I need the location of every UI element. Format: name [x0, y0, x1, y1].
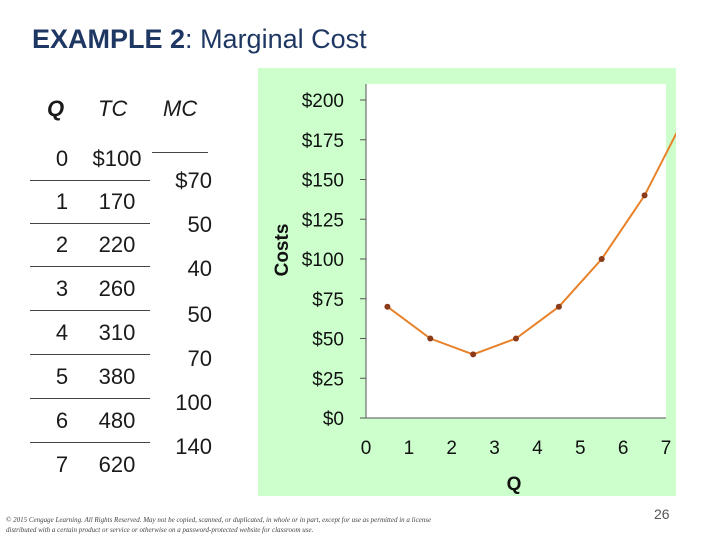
tc-value: 620	[98, 452, 136, 477]
x-tick-label: 7	[661, 438, 672, 459]
mc-point	[470, 351, 477, 358]
tc-value: 220	[98, 232, 136, 257]
row-divider	[30, 310, 150, 311]
tc-value: 380	[98, 364, 136, 389]
y-axis-label: Costs	[272, 224, 293, 277]
title-topic: Marginal Cost	[200, 24, 367, 54]
tc-value: 310	[98, 320, 136, 345]
q-value: 3	[55, 276, 69, 301]
mc-value: 40	[187, 256, 212, 281]
marginal-cost-chart: $0 $25 $50 $75 $100 $125 $150 $175 $200 0 1 2 3 4 5 6 7 Q…	[272, 84, 676, 495]
mc-point	[427, 335, 434, 342]
header-tc: TC	[98, 96, 128, 121]
row-divider	[30, 266, 150, 267]
q-value: 0	[55, 146, 69, 171]
mc-point	[513, 335, 519, 342]
tc-value: 170	[98, 189, 136, 214]
plot-area	[366, 84, 666, 418]
x-tick-label: 5	[575, 438, 586, 459]
tc-value: $100	[92, 146, 142, 171]
x-axis-label: Q	[507, 474, 522, 495]
row-divider	[30, 442, 150, 443]
q-value: 5	[55, 364, 69, 389]
x-tick-label: 6	[618, 438, 629, 459]
title-separator: :	[185, 24, 201, 54]
mc-point	[598, 256, 605, 262]
y-tick-label: $0	[323, 409, 344, 430]
mc-point	[641, 192, 648, 199]
row-divider	[30, 223, 150, 224]
row-divider	[30, 180, 150, 181]
mc-value: 70	[187, 346, 212, 371]
q-value: 7	[55, 452, 69, 477]
y-tick-label: $25	[312, 369, 344, 390]
q-value: 4	[55, 320, 69, 345]
mc-value: 100	[175, 390, 212, 415]
mc-value: $70	[175, 168, 212, 193]
y-tick-label: $75	[312, 290, 344, 311]
q-value: 2	[55, 232, 69, 257]
mc-point	[384, 303, 391, 310]
mc-curve	[386, 131, 676, 356]
mc-value: 50	[187, 212, 212, 237]
y-tick-label: $200	[302, 91, 344, 112]
tc-value: 480	[98, 408, 136, 433]
header-mc: MC	[163, 96, 198, 121]
mc-divider	[152, 152, 208, 153]
x-tick-label: 4	[532, 438, 543, 459]
page-number: 26	[654, 506, 670, 522]
tc-value: 260	[98, 276, 136, 301]
x-tick-label: 2	[446, 438, 457, 459]
y-tick-label: $150	[302, 171, 344, 192]
copyright-notice: © 2015 Cengage Learning. All Rights Rese…	[6, 516, 432, 534]
x-tick-label: 0	[361, 438, 372, 459]
mc-point	[555, 303, 562, 310]
y-tick-label: $125	[302, 210, 344, 231]
x-tick-label: 3	[489, 438, 500, 459]
row-divider	[30, 398, 150, 399]
row-divider	[30, 354, 150, 355]
y-tick-label: $100	[302, 250, 344, 271]
q-value: 1	[55, 189, 69, 214]
slide-title: EXAMPLE 2: Marginal Cost	[32, 24, 367, 55]
x-tick-label: 1	[404, 438, 415, 459]
y-tick-label: $50	[312, 330, 344, 351]
title-example: EXAMPLE 2	[32, 24, 186, 54]
mc-value: 140	[175, 434, 212, 459]
y-tick-label: $175	[302, 131, 344, 152]
mc-value: 50	[187, 302, 212, 327]
q-value: 6	[55, 408, 69, 433]
header-q: Q	[47, 96, 65, 121]
